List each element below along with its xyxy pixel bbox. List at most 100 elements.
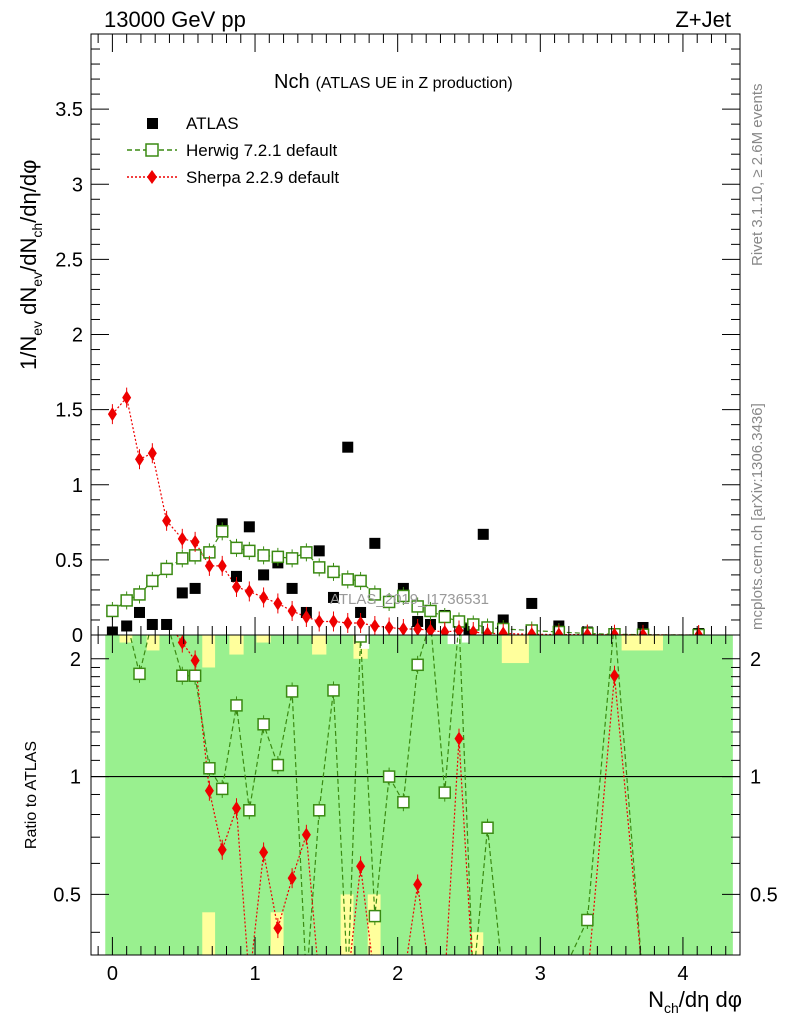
plot-title: Nch (ATLAS UE in Z production) (274, 71, 513, 93)
sherpa-point (231, 579, 241, 594)
sherpa-point (356, 615, 366, 630)
herwig-point (312, 561, 326, 574)
sherpa-ratio-point (413, 877, 423, 892)
sherpa-ratio-point (190, 653, 200, 668)
herwig-ratio-point (411, 658, 424, 672)
herwig-ratio-point (438, 786, 451, 799)
sherpa-point (273, 596, 283, 611)
x-tick-label: 0 (107, 963, 118, 985)
atlas-point (146, 618, 158, 630)
legend-atlas-label: ATLAS (186, 114, 239, 133)
herwig-point (257, 549, 270, 562)
sherpa-point (190, 534, 200, 549)
sherpa-point (162, 513, 172, 528)
herwig-point (230, 541, 243, 555)
sherpa-point (694, 628, 704, 635)
herwig-point (300, 546, 313, 559)
uncertainty-band-gap (461, 635, 469, 643)
herwig-point (271, 550, 285, 564)
herwig-point (341, 573, 354, 586)
sherpa-ratio-point (177, 635, 187, 650)
atlas-point (342, 441, 354, 453)
sherpa-point (413, 621, 423, 635)
sherpa-ratio-point (454, 731, 464, 746)
herwig-ratio-point (243, 804, 256, 817)
x-axis-label: Nch/dη dφ (648, 987, 742, 1016)
ratio-y-tick-label: 1 (70, 767, 81, 789)
herwig-ratio-point (327, 684, 340, 697)
ratio-y-tick-label: 2 (70, 649, 81, 671)
herwig-ratio-point (133, 667, 146, 681)
legend-sherpa-marker (147, 170, 157, 184)
ratio-y-tick-label: 1 (750, 767, 761, 789)
sherpa-point (259, 590, 269, 605)
herwig-ratio-point (257, 718, 270, 731)
herwig-point (106, 604, 119, 618)
sherpa-point (343, 615, 353, 630)
herwig-point (368, 588, 382, 601)
sherpa-point (204, 558, 214, 573)
x-tick-label: 1 (249, 963, 260, 985)
sherpa-ratio-point (609, 668, 619, 683)
uncertainty-band-stat (501, 635, 529, 664)
sherpa-point (314, 614, 324, 629)
sherpa-point (483, 626, 493, 635)
uncertainty-band-stat (202, 635, 216, 668)
herwig-point (354, 574, 367, 588)
header-process: Z+Jet (675, 7, 731, 32)
herwig-point (382, 595, 396, 609)
y-tick-label: 3 (72, 174, 83, 196)
ratio-plot: 0 1 2 3 4 0.5 0.5 1 1 2 2 Ratio to ATLAS Nch/dη dφ (23, 634, 778, 1016)
legend-sherpa-label: Sherpa 2.2.9 default (186, 168, 339, 187)
herwig-point (438, 610, 451, 624)
sherpa-point (107, 407, 117, 422)
sherpa-point (134, 452, 144, 467)
sherpa-point (122, 390, 132, 405)
sherpa-point (370, 618, 380, 633)
uncertainty-band-gap (447, 635, 460, 645)
atlas-point (161, 618, 173, 630)
sherpa-point (301, 609, 311, 624)
sherpa-point (454, 623, 464, 635)
x-tick-label: 3 (535, 963, 546, 985)
uncertainty-band-stat (367, 894, 381, 955)
atlas-point (133, 606, 145, 618)
herwig-ratio-point (285, 685, 299, 698)
uncertainty-band-stat (146, 635, 160, 651)
sherpa-point (440, 624, 450, 635)
herwig-ratio-point (382, 770, 396, 783)
herwig-point (146, 574, 159, 588)
sherpa-point (147, 446, 157, 461)
sherpa-point (177, 531, 187, 546)
sherpa-ratio-point (301, 827, 311, 842)
atlas-point (369, 537, 381, 549)
sherpa-point (498, 626, 508, 635)
atlas-point (258, 569, 270, 581)
y-tick-label: 0.5 (55, 550, 83, 572)
herwig-point (120, 594, 133, 607)
sherpa-ratio-point (287, 871, 297, 886)
sherpa-point (287, 603, 297, 618)
side-rivet-label: Rivet 3.1.10, ≥ 2.6M events (749, 84, 766, 267)
atlas-point (230, 570, 242, 582)
x-tick-label: 4 (677, 963, 688, 985)
herwig-ratio-point (481, 821, 494, 834)
sherpa-point (425, 623, 435, 635)
herwig-point (411, 600, 424, 613)
uncertainty-band-stat (471, 932, 484, 955)
sherpa-point (468, 624, 478, 635)
watermark-label: ATLAS_2019_I1736531 (330, 591, 489, 608)
ratio-y-tick-label: 0.5 (53, 884, 81, 906)
uncertainty-band (105, 635, 733, 955)
side-mcplots-label: mcplots.cern.ch [arXiv:1306.3436] (749, 403, 766, 630)
atlas-point (327, 591, 339, 603)
sherpa-point (609, 627, 619, 635)
y-tick-label: 1 (72, 475, 83, 497)
ratio-y-tick-label: 2 (750, 649, 761, 671)
herwig-point (243, 544, 256, 558)
herwig-point (133, 588, 146, 601)
herwig-ratio-point (176, 669, 189, 682)
sherpa-point (638, 627, 648, 635)
atlas-point (497, 614, 509, 626)
sherpa-ratio-point (356, 859, 366, 874)
